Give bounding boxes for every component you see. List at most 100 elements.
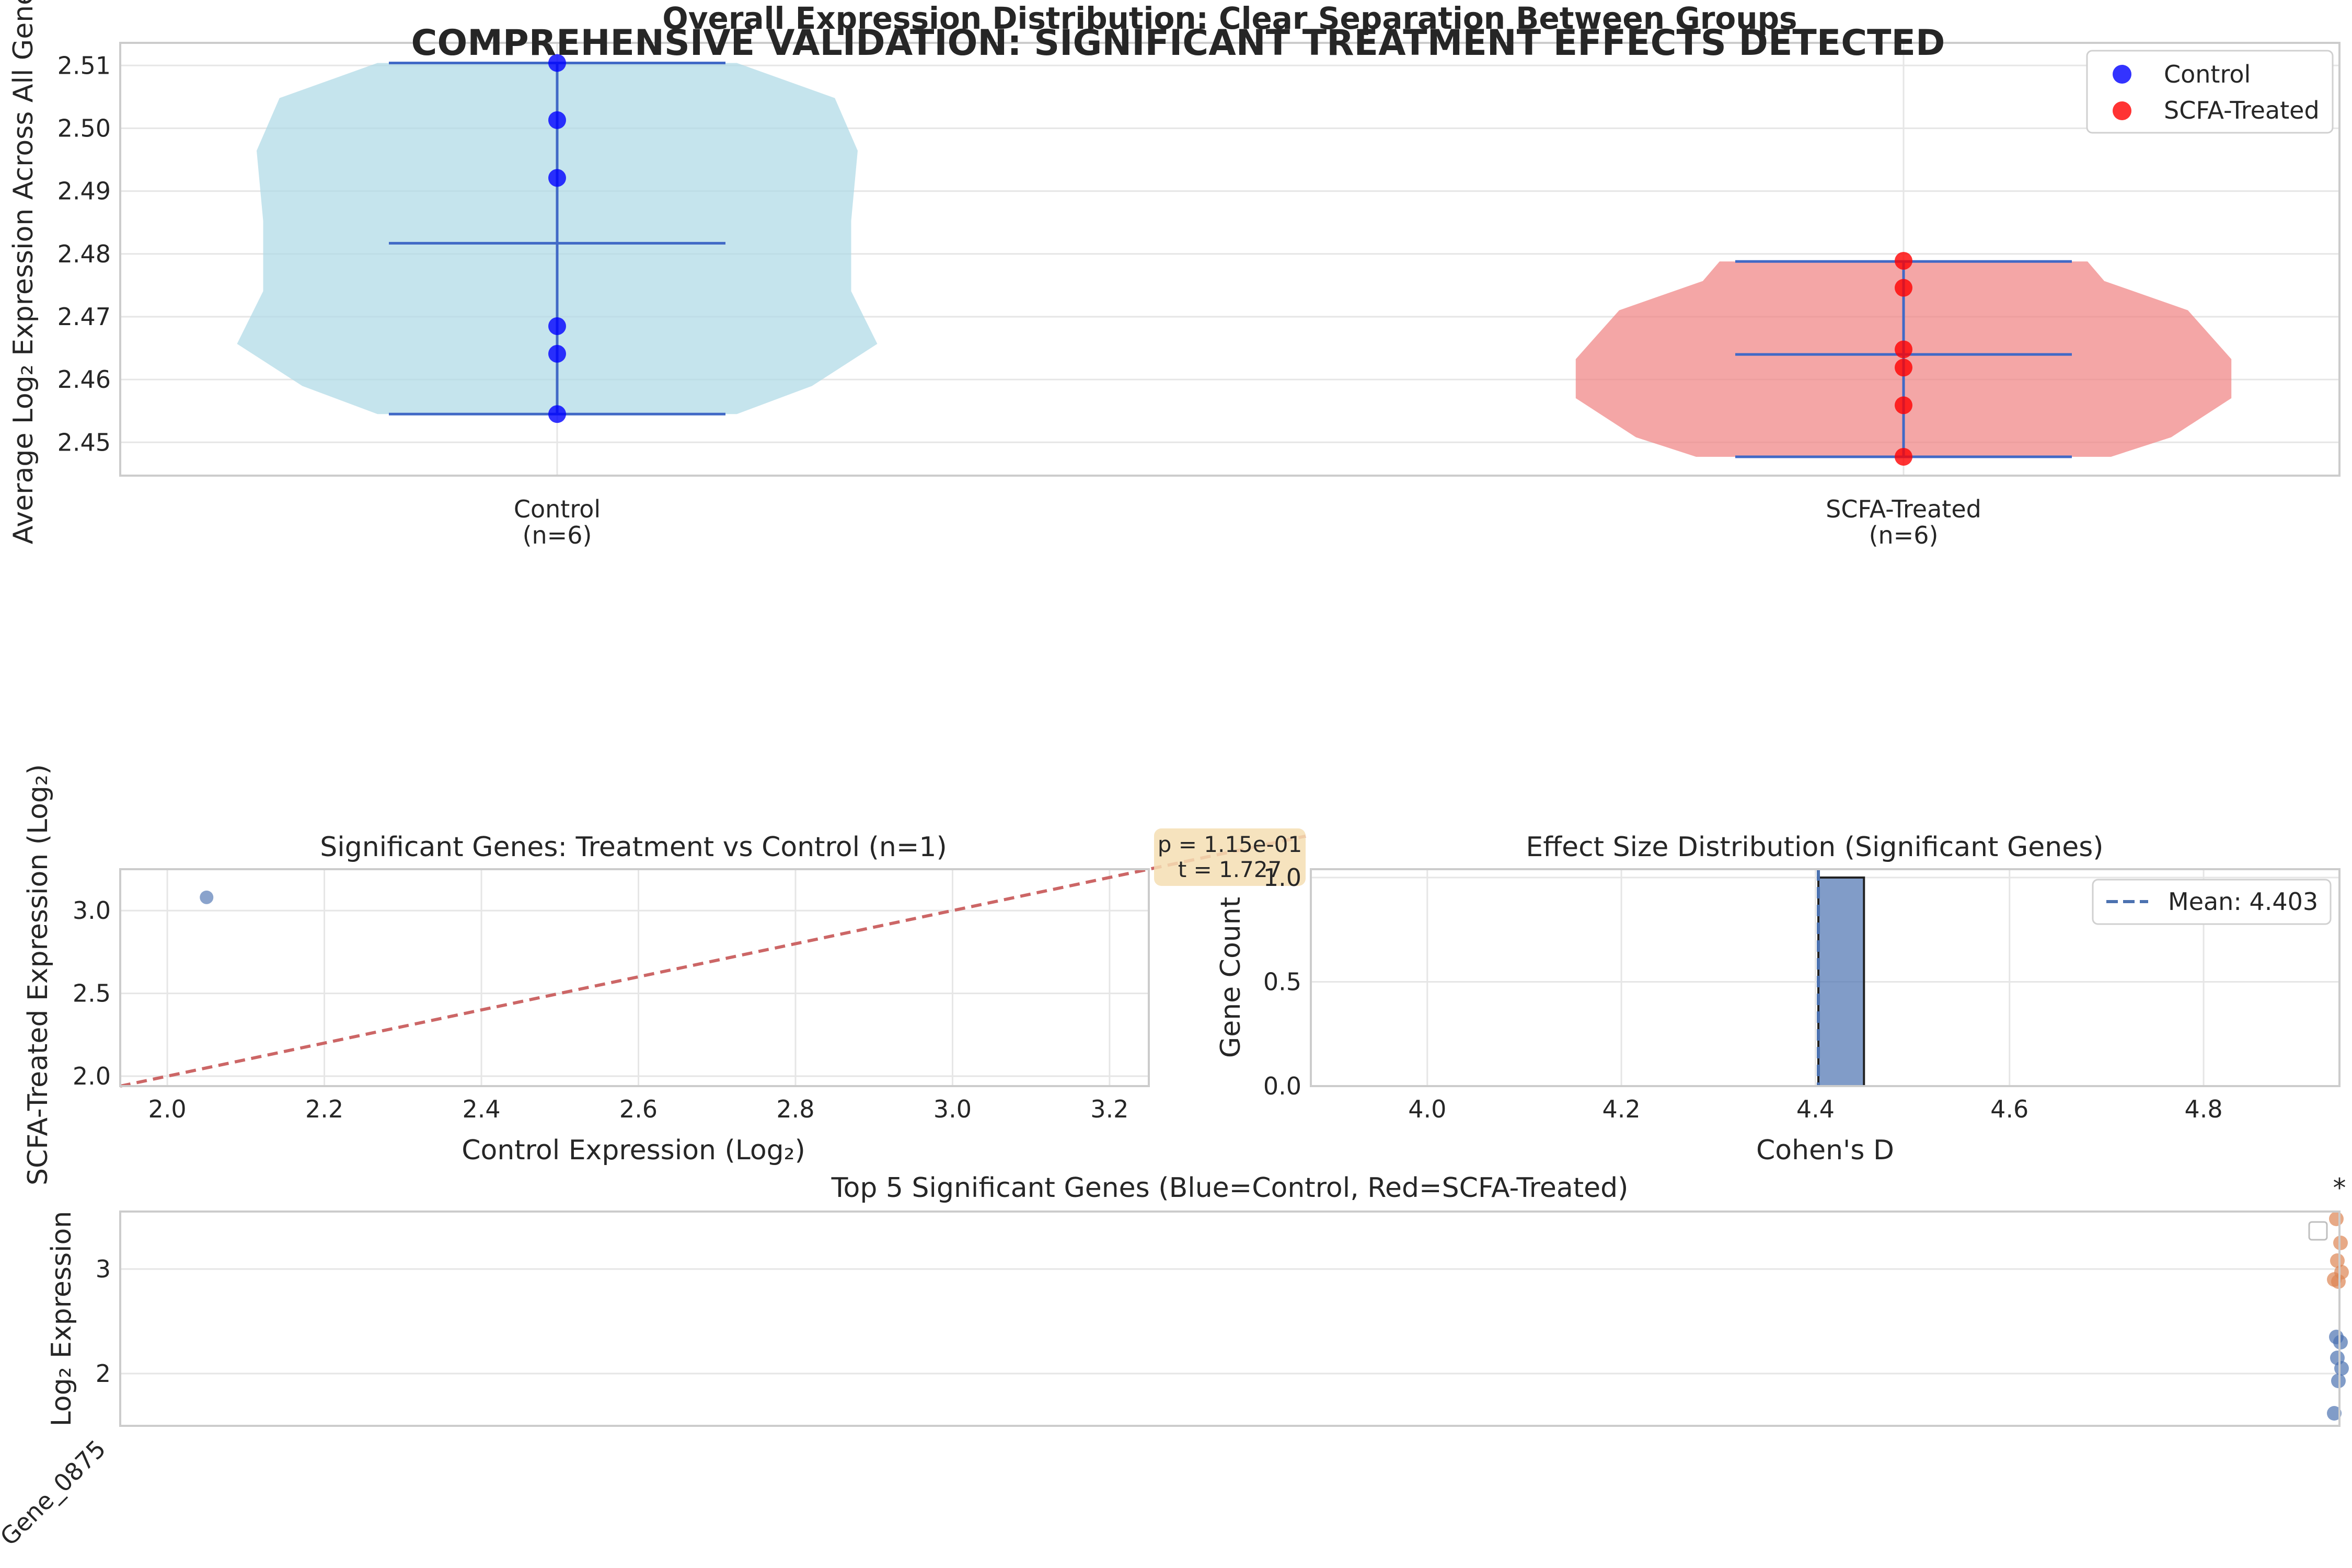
histogram-y-tick-label: 0.5 bbox=[1263, 967, 1301, 996]
top-genes-y-tick-label: 2 bbox=[96, 1359, 111, 1388]
scatter-y-tick-label: 2.5 bbox=[73, 979, 111, 1008]
violin-y-tick-label: 2.48 bbox=[57, 240, 111, 268]
violin-y-tick-label: 2.49 bbox=[57, 177, 111, 205]
violin-title: Overall Expression Distribution: Clear S… bbox=[662, 1, 1797, 36]
violin-legend-box bbox=[2086, 50, 2334, 134]
treated-point bbox=[1895, 447, 1912, 466]
stats-p-value: p = 1.15e-01 bbox=[1158, 832, 1302, 857]
treated-gene-point bbox=[2329, 1212, 2344, 1226]
control-point bbox=[548, 405, 566, 423]
violin-y-axis-label: Average Log₂ Expression Across All Genes bbox=[8, 0, 39, 544]
stats-t-value: t = 1.727 bbox=[1178, 857, 1282, 882]
significance-star: * bbox=[2333, 1173, 2346, 1203]
top-genes-panel: Top 5 Significant Genes (Blue=Control, R… bbox=[0, 1172, 2349, 1551]
scatter-x-tick-label: 2.6 bbox=[619, 1095, 658, 1123]
top-genes-y-ticks: 23 bbox=[96, 1255, 111, 1388]
violin-points bbox=[548, 54, 1912, 466]
gene-tick-label: Gene_0875 bbox=[0, 1435, 111, 1551]
violin-group-n-label: (n=6) bbox=[1869, 521, 1939, 549]
histogram-x-axis-label: Cohen's D bbox=[1756, 1135, 1894, 1166]
scatter-y-axis-label: SCFA-Treated Expression (Log₂) bbox=[22, 764, 54, 1185]
control-point bbox=[548, 111, 566, 129]
legend-control-marker bbox=[2113, 65, 2131, 84]
scatter-gridlines bbox=[120, 869, 1149, 1086]
scatter-y-ticks: 2.0 2.5 3.0 bbox=[73, 896, 111, 1090]
scatter-points bbox=[200, 890, 214, 904]
top-genes-points bbox=[2327, 1212, 2349, 1421]
histogram-y-tick-label: 0.0 bbox=[1263, 1072, 1301, 1100]
identity-line bbox=[120, 834, 1306, 1088]
scatter-y-tick-label: 2.0 bbox=[73, 1062, 111, 1090]
violin-y-tick-label: 2.47 bbox=[57, 303, 111, 331]
scatter-x-tick-label: 3.0 bbox=[933, 1095, 972, 1123]
treated-gene-point bbox=[2327, 1272, 2342, 1287]
control-point bbox=[548, 344, 566, 363]
violin-y-ticks: 2.45 2.46 2.47 2.48 2.49 2.50 2.51 bbox=[57, 51, 111, 456]
empty-legend-box bbox=[2308, 1221, 2328, 1241]
histogram-bar bbox=[1817, 876, 1865, 1087]
scatter-x-tick-label: 2.8 bbox=[776, 1095, 814, 1123]
top-genes-y-axis-label: Log₂ Expression bbox=[46, 1211, 77, 1427]
top-genes-axes-frame bbox=[119, 1210, 2341, 1427]
violin-y-tick-label: 2.46 bbox=[57, 365, 111, 394]
histogram-legend-box bbox=[2092, 879, 2332, 925]
histogram-y-tick-label: 1.0 bbox=[1263, 863, 1301, 892]
treated-gene-point bbox=[2330, 1253, 2345, 1268]
treated-point bbox=[1895, 252, 1912, 270]
scatter-x-tick-label: 2.2 bbox=[305, 1095, 343, 1123]
control-point bbox=[548, 169, 566, 187]
violin-group-label: SCFA-Treated bbox=[1826, 495, 1981, 523]
legend-treated-label: SCFA-Treated bbox=[2164, 96, 2320, 124]
violin-y-tick-label: 2.50 bbox=[57, 114, 111, 142]
histogram-x-tick-label: 4.8 bbox=[2184, 1095, 2222, 1123]
violin-x-ticks: Control(n=6)SCFA-Treated(n=6) bbox=[514, 495, 1981, 549]
histogram-title: Effect Size Distribution (Significant Ge… bbox=[1526, 832, 2103, 863]
histogram-y-axis-label: Gene Count bbox=[1215, 897, 1247, 1058]
histogram-x-tick-label: 4.4 bbox=[1796, 1095, 1835, 1123]
top-genes-gridlines bbox=[120, 1268, 2339, 1375]
top-genes-y-tick-label: 3 bbox=[96, 1255, 111, 1283]
legend-mean-label: Mean: 4.403 bbox=[2168, 887, 2318, 916]
violin-legend: Control SCFA-Treated bbox=[2086, 50, 2334, 134]
control-gene-point bbox=[2327, 1406, 2342, 1421]
histogram-x-tick-label: 4.2 bbox=[1602, 1095, 1641, 1123]
control-gene-point bbox=[2334, 1361, 2349, 1376]
histogram-x-tick-label: 4.0 bbox=[1408, 1095, 1446, 1123]
stats-annotation: p = 1.15e-01 t = 1.727 bbox=[1154, 828, 1306, 886]
legend-control-label: Control bbox=[2164, 60, 2251, 88]
violin-y-tick-label: 2.45 bbox=[57, 428, 111, 456]
top-genes-title: Top 5 Significant Genes (Blue=Control, R… bbox=[831, 1172, 1629, 1204]
stats-annotation-box bbox=[1154, 828, 1306, 886]
scatter-x-ticks: 2.0 2.2 2.4 2.6 2.8 3.0 3.2 bbox=[148, 1095, 1129, 1123]
histogram-panel: Effect Size Distribution (Significant Ge… bbox=[1215, 832, 2341, 1166]
histogram-x-ticks: 4.0 4.2 4.4 4.6 4.8 bbox=[1408, 1095, 2222, 1123]
histogram-y-ticks: 0.0 0.5 1.0 bbox=[1263, 863, 1301, 1100]
histogram-legend: Mean: 4.403 bbox=[2092, 879, 2332, 925]
figure-suptitle: COMPREHENSIVE VALIDATION: SIGNIFICANT TR… bbox=[411, 22, 1945, 64]
treated-point bbox=[1895, 396, 1912, 414]
violin-bodies bbox=[237, 61, 2232, 458]
scatter-point bbox=[200, 890, 214, 904]
scatter-axes-frame bbox=[119, 868, 1150, 1087]
violin-panel: Overall Expression Distribution: Clear S… bbox=[8, 0, 2341, 549]
histogram-x-tick-label: 4.6 bbox=[1990, 1095, 2028, 1123]
violin-group-n-label: (n=6) bbox=[523, 521, 592, 549]
treated-point bbox=[1895, 359, 1912, 377]
histogram-bars bbox=[1817, 876, 1865, 1087]
scatter-title: Significant Genes: Treatment vs Control … bbox=[320, 832, 947, 863]
violin-group-label: Control bbox=[514, 495, 601, 523]
scatter-x-tick-label: 2.4 bbox=[462, 1095, 500, 1123]
scatter-x-axis-label: Control Expression (Log₂) bbox=[462, 1135, 805, 1166]
control-point bbox=[548, 317, 566, 335]
legend-treated-marker bbox=[2113, 101, 2131, 120]
control-point bbox=[548, 54, 566, 72]
scatter-panel: Significant Genes: Treatment vs Control … bbox=[22, 764, 1306, 1185]
treated-point bbox=[1895, 279, 1912, 297]
violin-y-tick-label: 2.51 bbox=[57, 51, 111, 79]
histogram-axes-frame bbox=[1310, 868, 2341, 1087]
scatter-y-tick-label: 3.0 bbox=[73, 896, 111, 925]
treated-point bbox=[1895, 340, 1912, 359]
violin-axes-frame bbox=[119, 42, 2341, 477]
scatter-x-tick-label: 2.0 bbox=[148, 1095, 187, 1123]
